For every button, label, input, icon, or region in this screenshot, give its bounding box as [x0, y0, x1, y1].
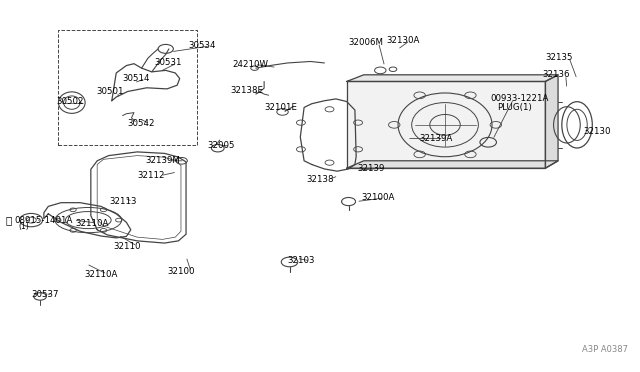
- Text: PLUG(1): PLUG(1): [497, 103, 532, 112]
- Text: 32138: 32138: [307, 175, 334, 184]
- Text: A3P A0387: A3P A0387: [582, 345, 627, 354]
- Text: 32138E: 32138E: [230, 86, 264, 95]
- Text: 30501: 30501: [96, 87, 124, 96]
- Text: (1): (1): [19, 222, 29, 231]
- Text: 32130: 32130: [584, 126, 611, 136]
- Text: 32139M: 32139M: [145, 156, 180, 165]
- Text: 32103: 32103: [287, 256, 315, 265]
- Text: 32100: 32100: [167, 267, 195, 276]
- Text: 24210W: 24210W: [232, 60, 268, 69]
- Text: 32136: 32136: [542, 70, 570, 79]
- Text: 32110A: 32110A: [76, 219, 109, 228]
- Text: 30514: 30514: [123, 74, 150, 83]
- Text: 32130A: 32130A: [387, 36, 420, 45]
- Polygon shape: [545, 75, 558, 168]
- Polygon shape: [347, 81, 545, 168]
- Text: 00933-1221A: 00933-1221A: [491, 94, 549, 103]
- Polygon shape: [347, 161, 558, 168]
- Text: 32139: 32139: [357, 164, 385, 173]
- Text: 30502: 30502: [56, 97, 84, 106]
- Text: 30542: 30542: [127, 119, 155, 128]
- Text: 32110: 32110: [114, 241, 141, 250]
- Text: 32112: 32112: [137, 171, 164, 180]
- Text: 30534: 30534: [188, 41, 216, 51]
- Text: 32110A: 32110A: [84, 270, 118, 279]
- Text: 30531: 30531: [154, 58, 182, 67]
- Text: 32006M: 32006M: [349, 38, 383, 47]
- Text: 32005: 32005: [207, 141, 234, 151]
- Text: 32101E: 32101E: [264, 103, 297, 112]
- Text: 30537: 30537: [31, 290, 59, 299]
- Text: Ⓦ: Ⓦ: [6, 215, 12, 225]
- Text: 32139A: 32139A: [420, 134, 453, 143]
- Polygon shape: [347, 75, 558, 81]
- Text: 32135: 32135: [545, 52, 573, 61]
- Text: 32113: 32113: [110, 197, 138, 206]
- Text: 08915-1401A: 08915-1401A: [15, 216, 73, 225]
- Text: 32100A: 32100A: [361, 193, 395, 202]
